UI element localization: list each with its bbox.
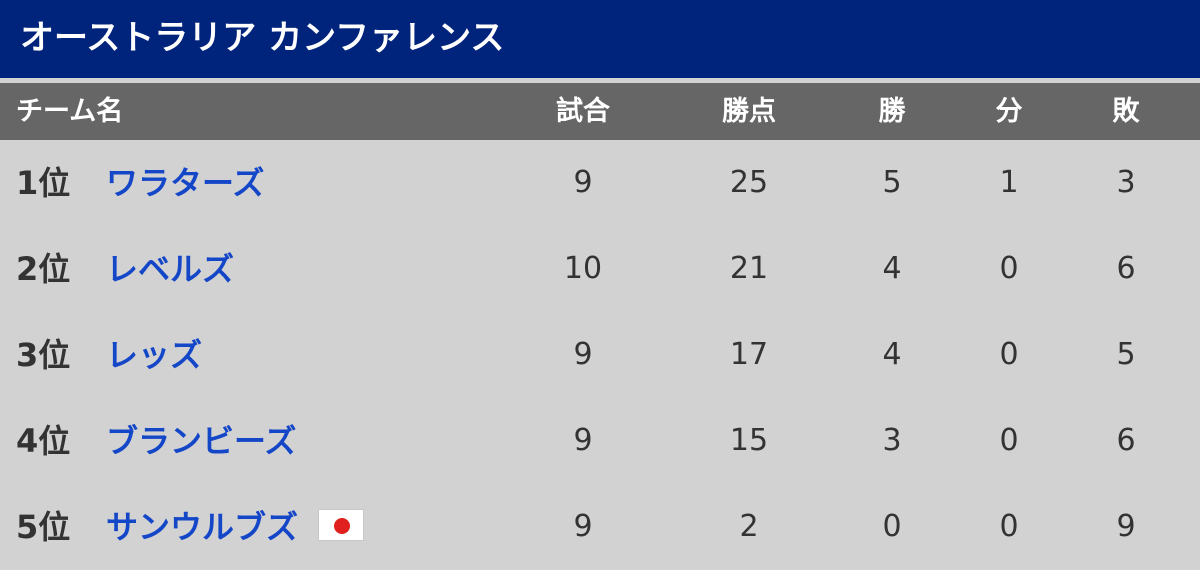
header-points: 勝点 <box>722 96 776 127</box>
japan-flag-icon <box>318 509 364 541</box>
rank-label: 1位 <box>16 164 71 202</box>
games-value: 9 <box>573 509 593 544</box>
games-value: 10 <box>563 251 603 286</box>
losses-value: 6 <box>1116 423 1136 458</box>
games-value: 9 <box>573 423 593 458</box>
table-row: 5位 サンウルブズ 9 2 0 0 9 <box>0 484 1200 570</box>
wins-value: 5 <box>882 165 902 200</box>
title-bar: オーストラリア カンファレンス <box>0 0 1200 78</box>
table-header: チーム名 試合 勝点 勝 分 敗 <box>0 83 1200 140</box>
header-wins: 勝 <box>878 96 906 127</box>
draws-value: 0 <box>999 251 1019 286</box>
header-losses: 敗 <box>1112 96 1140 127</box>
draws-value: 0 <box>999 509 1019 544</box>
losses-value: 3 <box>1116 165 1136 200</box>
rank-label: 5位 <box>16 508 71 546</box>
team-name[interactable]: ブランビーズ <box>106 422 297 460</box>
points-value: 15 <box>729 423 769 458</box>
team-name[interactable]: ワラターズ <box>106 164 265 202</box>
wins-value: 4 <box>882 251 902 286</box>
header-team: チーム名 <box>16 96 124 127</box>
rank-label: 2位 <box>16 250 71 288</box>
page-title: オーストラリア カンファレンス <box>20 18 505 58</box>
games-value: 9 <box>573 337 593 372</box>
flag-red-disc <box>334 518 350 534</box>
losses-value: 5 <box>1116 337 1136 372</box>
wins-value: 3 <box>882 423 902 458</box>
games-value: 9 <box>573 165 593 200</box>
rank-label: 4位 <box>16 422 71 460</box>
wins-value: 4 <box>882 337 902 372</box>
wins-value: 0 <box>882 509 902 544</box>
table-row: 1位 ワラターズ 9 25 5 1 3 <box>0 140 1200 226</box>
table-row: 4位 ブランビーズ 9 15 3 0 6 <box>0 398 1200 484</box>
standings-table: 1位 ワラターズ 9 25 5 1 3 2位 レベルズ 10 21 4 0 6 … <box>0 140 1200 570</box>
header-games: 試合 <box>556 96 610 127</box>
draws-value: 0 <box>999 423 1019 458</box>
team-name[interactable]: サンウルブズ <box>106 508 299 546</box>
points-value: 21 <box>729 251 769 286</box>
draws-value: 1 <box>999 165 1019 200</box>
team-name[interactable]: レベルズ <box>106 250 235 288</box>
table-row: 2位 レベルズ 10 21 4 0 6 <box>0 226 1200 312</box>
points-value: 17 <box>729 337 769 372</box>
header-draws: 分 <box>995 96 1023 127</box>
losses-value: 6 <box>1116 251 1136 286</box>
table-row: 3位 レッズ 9 17 4 0 5 <box>0 312 1200 398</box>
losses-value: 9 <box>1116 509 1136 544</box>
points-value: 2 <box>739 509 759 544</box>
team-name[interactable]: レッズ <box>106 336 203 374</box>
draws-value: 0 <box>999 337 1019 372</box>
points-value: 25 <box>729 165 769 200</box>
rank-label: 3位 <box>16 336 71 374</box>
